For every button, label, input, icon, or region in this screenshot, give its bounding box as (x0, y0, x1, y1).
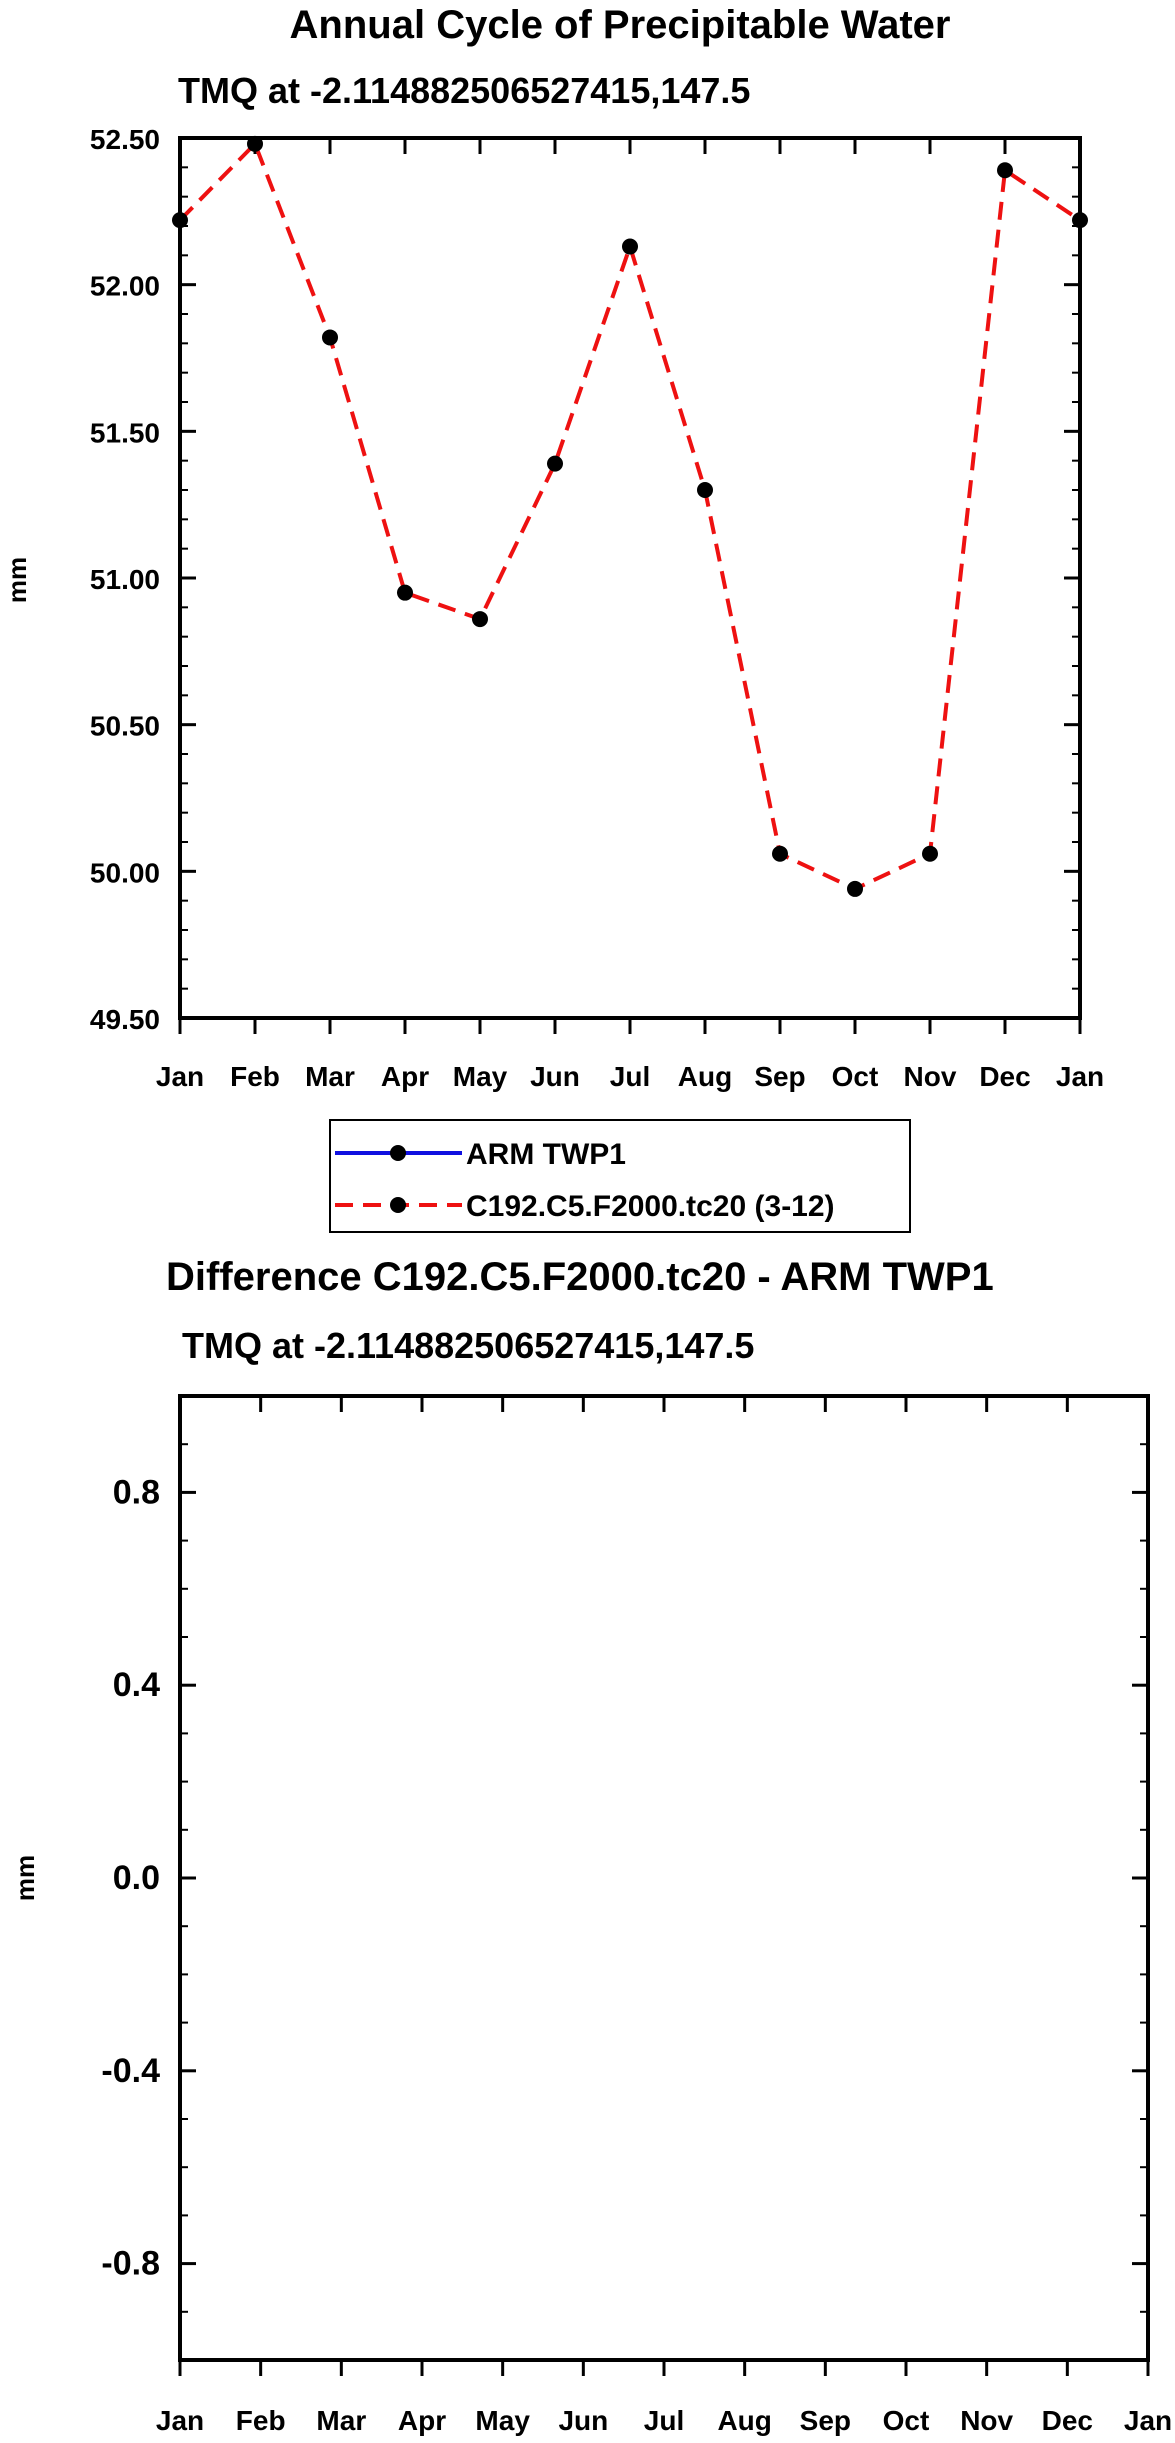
chart-1-xtick-label: Jun (530, 1061, 580, 1092)
chart-1-xtick-label: Jul (610, 1061, 650, 1092)
model-data-point (922, 845, 938, 862)
chart-2-xtick-label: Aug (717, 2405, 771, 2436)
chart-1-xtick-label: Mar (305, 1061, 355, 1092)
chart-2-xtick-label: Jun (558, 2405, 608, 2436)
chart-1: Annual Cycle of Precipitable Water TMQ a… (2, 3, 1104, 1092)
chart-2-x-ticks: Jan Feb Mar Apr May Jun Jul Aug Sep Oct Nov Dec Jan (156, 1396, 1172, 2436)
chart-2-ytick-label: 0.8 (113, 1473, 160, 1511)
chart-1-xtick-label: Jan (156, 1061, 204, 1092)
chart-1-ytick-label: 50.50 (90, 711, 160, 742)
chart-1-xtick-label: Sep (754, 1061, 805, 1092)
chart-2-xtick-label: Jul (644, 2405, 684, 2436)
legend-box (329, 1119, 911, 1233)
chart-2-xtick-label: Sep (800, 2405, 851, 2436)
chart-2-xtick-label: Dec (1042, 2405, 1093, 2436)
chart-1-ytick-label: 52.50 (90, 124, 160, 155)
model-data-point (472, 611, 488, 628)
chart-2-ytick-label: 0.4 (113, 1666, 160, 1704)
chart-2-xtick-label: Jan (1124, 2405, 1172, 2436)
model-data-point (622, 238, 638, 255)
chart-1-ytick-label: 52.00 (90, 271, 160, 302)
chart-2-xtick-label: Feb (236, 2405, 286, 2436)
chart-1-y-axis-label: mm (2, 557, 32, 603)
chart-1-xtick-label: Aug (678, 1061, 732, 1092)
chart-2-title: Difference C192.C5.F2000.tc20 - ARM TWP1 (166, 1255, 994, 1299)
chart-1-xtick-label: Oct (832, 1061, 879, 1092)
chart-1-ytick-label: 50.00 (90, 857, 160, 888)
legend-marker-obs (390, 1145, 406, 1161)
chart-2-xtick-label: Nov (960, 2405, 1013, 2436)
chart-2-xtick-label: Mar (316, 2405, 366, 2436)
model-data-point (697, 482, 713, 498)
chart-2-y-axis-label: mm (10, 1855, 40, 1901)
legend: ARM TWP1 C192.C5.F2000.tc20 (3-12) (329, 1119, 911, 1233)
chart-1-xtick-label: Jan (1056, 1061, 1104, 1092)
model-series-line (178, 140, 1082, 892)
chart-1-xtick-label: Nov (904, 1061, 957, 1092)
chart-2-ytick-label: 0.0 (113, 1859, 160, 1897)
legend-label-obs: ARM TWP1 (466, 1138, 626, 1171)
chart-2-xtick-label: Apr (398, 2405, 446, 2436)
chart-2-xtick-label: Jan (156, 2405, 204, 2436)
chart-1-xtick-label: Apr (381, 1061, 429, 1092)
model-data-point (547, 455, 563, 472)
chart-1-ytick-label: 51.00 (90, 564, 160, 595)
model-data-point (397, 584, 413, 601)
chart-2-ytick-label: -0.4 (101, 2052, 160, 2090)
chart-1-title: Annual Cycle of Precipitable Water (290, 3, 951, 47)
chart-1-subtitle: TMQ at -2.114882506527415,147.5 (178, 70, 750, 111)
model-data-point (847, 880, 863, 897)
chart-1-xtick-label: May (453, 1061, 508, 1092)
chart-1-xtick-label: Feb (230, 1061, 280, 1092)
chart-1-xtick-label: Dec (979, 1061, 1030, 1092)
chart-2-xtick-label: Oct (883, 2405, 930, 2436)
model-data-point (322, 329, 338, 346)
model-data-point (997, 162, 1013, 179)
chart-1-ytick-label: 49.50 (90, 1004, 160, 1035)
chart-1-x-ticks: Jan Feb Mar Apr May Jun Jul Aug Sep Oct Nov Dec Jan (156, 138, 1104, 1092)
legend-marker-model (390, 1197, 406, 1213)
chart-2-y-ticks: -0.8 -0.4 0.0 0.4 0.8 (101, 1395, 1148, 2361)
chart-1-ytick-label: 51.50 (90, 417, 160, 448)
chart-2-plot-frame (178, 1394, 1150, 2362)
chart-2-xtick-label: May (475, 2405, 530, 2436)
chart-1-y-ticks: 49.50 50.00 50.50 51.00 51.50 52.00 52.50 (90, 124, 1080, 1035)
legend-label-model: C192.C5.F2000.tc20 (3-12) (466, 1190, 835, 1223)
model-data-point (772, 845, 788, 862)
chart-1-plot-frame (178, 136, 1082, 1020)
chart-2-ytick-label: -0.8 (101, 2245, 160, 2283)
chart-2-subtitle: TMQ at -2.114882506527415,147.5 (182, 1325, 754, 1366)
chart-2: Difference C192.C5.F2000.tc20 - ARM TWP1… (10, 1255, 1172, 2436)
chart-1-marks (172, 135, 1088, 897)
